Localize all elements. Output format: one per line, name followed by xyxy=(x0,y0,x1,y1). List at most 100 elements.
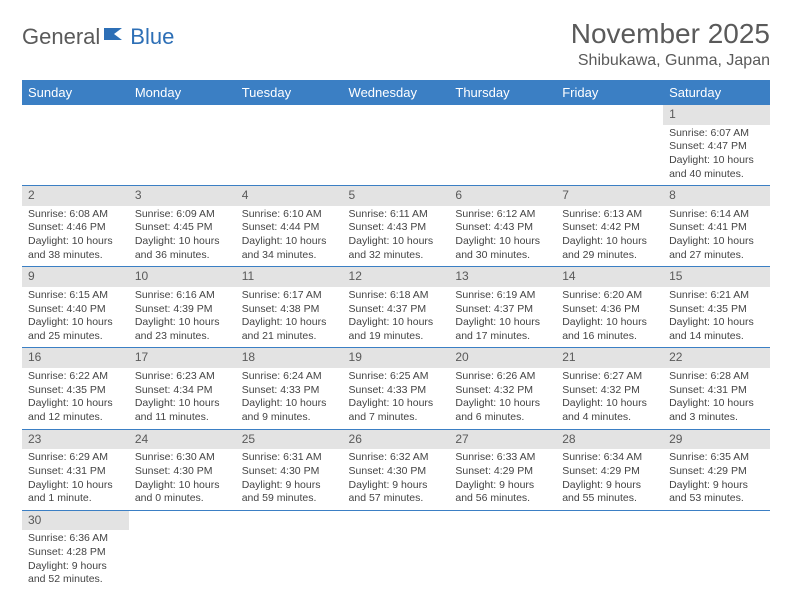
sunset-text: Sunset: 4:35 PM xyxy=(669,303,764,317)
sunrise-text: Sunrise: 6:21 AM xyxy=(669,289,764,303)
day-content: Sunrise: 6:07 AMSunset: 4:47 PMDaylight:… xyxy=(663,125,770,186)
sunrise-text: Sunrise: 6:23 AM xyxy=(135,370,230,384)
calendar-cell: 13Sunrise: 6:19 AMSunset: 4:37 PMDayligh… xyxy=(449,267,556,348)
calendar-cell xyxy=(556,105,663,186)
daylight-text: Daylight: 9 hours and 52 minutes. xyxy=(28,560,123,587)
day-number: 2 xyxy=(22,186,129,206)
day-content: Sunrise: 6:08 AMSunset: 4:46 PMDaylight:… xyxy=(22,206,129,267)
calendar-row: 9Sunrise: 6:15 AMSunset: 4:40 PMDaylight… xyxy=(22,267,770,348)
daylight-text: Daylight: 9 hours and 59 minutes. xyxy=(242,479,337,506)
calendar-cell xyxy=(236,510,343,591)
daylight-text: Daylight: 10 hours and 21 minutes. xyxy=(242,316,337,343)
day-content: Sunrise: 6:34 AMSunset: 4:29 PMDaylight:… xyxy=(556,449,663,510)
sunrise-text: Sunrise: 6:29 AM xyxy=(28,451,123,465)
weekday-header: Sunday xyxy=(22,80,129,105)
calendar-cell xyxy=(343,105,450,186)
calendar-cell: 28Sunrise: 6:34 AMSunset: 4:29 PMDayligh… xyxy=(556,429,663,510)
day-content: Sunrise: 6:17 AMSunset: 4:38 PMDaylight:… xyxy=(236,287,343,348)
sunrise-text: Sunrise: 6:32 AM xyxy=(349,451,444,465)
location-text: Shibukawa, Gunma, Japan xyxy=(571,52,770,70)
day-number: 29 xyxy=(663,430,770,450)
sunset-text: Sunset: 4:30 PM xyxy=(349,465,444,479)
sunrise-text: Sunrise: 6:07 AM xyxy=(669,127,764,141)
sunset-text: Sunset: 4:43 PM xyxy=(349,221,444,235)
calendar-cell xyxy=(236,105,343,186)
day-content: Sunrise: 6:31 AMSunset: 4:30 PMDaylight:… xyxy=(236,449,343,510)
sunrise-text: Sunrise: 6:09 AM xyxy=(135,208,230,222)
sunset-text: Sunset: 4:47 PM xyxy=(669,140,764,154)
day-number: 14 xyxy=(556,267,663,287)
day-number xyxy=(22,105,129,125)
daylight-text: Daylight: 9 hours and 56 minutes. xyxy=(455,479,550,506)
sunset-text: Sunset: 4:37 PM xyxy=(349,303,444,317)
day-number: 1 xyxy=(663,105,770,125)
day-number xyxy=(556,511,663,531)
calendar-cell: 2Sunrise: 6:08 AMSunset: 4:46 PMDaylight… xyxy=(22,186,129,267)
sunset-text: Sunset: 4:37 PM xyxy=(455,303,550,317)
calendar-cell: 1Sunrise: 6:07 AMSunset: 4:47 PMDaylight… xyxy=(663,105,770,186)
day-number: 20 xyxy=(449,348,556,368)
sunset-text: Sunset: 4:42 PM xyxy=(562,221,657,235)
weekday-header: Thursday xyxy=(449,80,556,105)
calendar-cell: 20Sunrise: 6:26 AMSunset: 4:32 PMDayligh… xyxy=(449,348,556,429)
sunset-text: Sunset: 4:30 PM xyxy=(242,465,337,479)
sunrise-text: Sunrise: 6:08 AM xyxy=(28,208,123,222)
sunrise-text: Sunrise: 6:33 AM xyxy=(455,451,550,465)
daylight-text: Daylight: 10 hours and 4 minutes. xyxy=(562,397,657,424)
day-number: 9 xyxy=(22,267,129,287)
day-number xyxy=(129,105,236,125)
sunrise-text: Sunrise: 6:28 AM xyxy=(669,370,764,384)
weekday-header: Friday xyxy=(556,80,663,105)
day-number: 10 xyxy=(129,267,236,287)
logo-text-blue: Blue xyxy=(130,24,174,50)
sunset-text: Sunset: 4:29 PM xyxy=(669,465,764,479)
daylight-text: Daylight: 10 hours and 27 minutes. xyxy=(669,235,764,262)
weekday-header: Monday xyxy=(129,80,236,105)
day-number: 19 xyxy=(343,348,450,368)
sunset-text: Sunset: 4:46 PM xyxy=(28,221,123,235)
sunrise-text: Sunrise: 6:24 AM xyxy=(242,370,337,384)
daylight-text: Daylight: 10 hours and 36 minutes. xyxy=(135,235,230,262)
sunrise-text: Sunrise: 6:22 AM xyxy=(28,370,123,384)
sunset-text: Sunset: 4:38 PM xyxy=(242,303,337,317)
day-content: Sunrise: 6:33 AMSunset: 4:29 PMDaylight:… xyxy=(449,449,556,510)
sunrise-text: Sunrise: 6:30 AM xyxy=(135,451,230,465)
day-content: Sunrise: 6:29 AMSunset: 4:31 PMDaylight:… xyxy=(22,449,129,510)
day-number: 26 xyxy=(343,430,450,450)
calendar-cell: 4Sunrise: 6:10 AMSunset: 4:44 PMDaylight… xyxy=(236,186,343,267)
day-content: Sunrise: 6:32 AMSunset: 4:30 PMDaylight:… xyxy=(343,449,450,510)
daylight-text: Daylight: 10 hours and 40 minutes. xyxy=(669,154,764,181)
sunrise-text: Sunrise: 6:11 AM xyxy=(349,208,444,222)
calendar-cell: 12Sunrise: 6:18 AMSunset: 4:37 PMDayligh… xyxy=(343,267,450,348)
sunrise-text: Sunrise: 6:35 AM xyxy=(669,451,764,465)
sunset-text: Sunset: 4:35 PM xyxy=(28,384,123,398)
day-number xyxy=(343,105,450,125)
day-number: 12 xyxy=(343,267,450,287)
calendar-cell: 22Sunrise: 6:28 AMSunset: 4:31 PMDayligh… xyxy=(663,348,770,429)
daylight-text: Daylight: 9 hours and 57 minutes. xyxy=(349,479,444,506)
sunrise-text: Sunrise: 6:26 AM xyxy=(455,370,550,384)
sunrise-text: Sunrise: 6:10 AM xyxy=(242,208,337,222)
sunset-text: Sunset: 4:41 PM xyxy=(669,221,764,235)
day-number: 22 xyxy=(663,348,770,368)
day-number: 15 xyxy=(663,267,770,287)
sunset-text: Sunset: 4:29 PM xyxy=(455,465,550,479)
calendar-cell: 25Sunrise: 6:31 AMSunset: 4:30 PMDayligh… xyxy=(236,429,343,510)
day-number: 4 xyxy=(236,186,343,206)
sunrise-text: Sunrise: 6:18 AM xyxy=(349,289,444,303)
calendar-cell: 8Sunrise: 6:14 AMSunset: 4:41 PMDaylight… xyxy=(663,186,770,267)
day-number: 17 xyxy=(129,348,236,368)
sunrise-text: Sunrise: 6:14 AM xyxy=(669,208,764,222)
day-content: Sunrise: 6:09 AMSunset: 4:45 PMDaylight:… xyxy=(129,206,236,267)
calendar-cell: 11Sunrise: 6:17 AMSunset: 4:38 PMDayligh… xyxy=(236,267,343,348)
calendar-body: 1Sunrise: 6:07 AMSunset: 4:47 PMDaylight… xyxy=(22,105,770,591)
day-content: Sunrise: 6:13 AMSunset: 4:42 PMDaylight:… xyxy=(556,206,663,267)
title-block: November 2025 Shibukawa, Gunma, Japan xyxy=(571,18,770,70)
daylight-text: Daylight: 10 hours and 7 minutes. xyxy=(349,397,444,424)
day-number: 6 xyxy=(449,186,556,206)
sunrise-text: Sunrise: 6:25 AM xyxy=(349,370,444,384)
calendar-cell xyxy=(449,510,556,591)
day-number xyxy=(663,511,770,531)
daylight-text: Daylight: 10 hours and 17 minutes. xyxy=(455,316,550,343)
day-number: 5 xyxy=(343,186,450,206)
